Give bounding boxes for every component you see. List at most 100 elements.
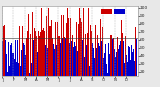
Bar: [86, 45, 87, 76]
Bar: [132, 52, 133, 76]
Bar: [84, 57, 85, 76]
Bar: [29, 73, 30, 76]
Bar: [5, 40, 6, 76]
Bar: [102, 27, 103, 76]
Bar: [104, 53, 105, 76]
Bar: [115, 57, 116, 76]
Bar: [123, 41, 124, 76]
Bar: [20, 66, 21, 76]
Bar: [11, 43, 12, 76]
Bar: [136, 39, 137, 76]
Bar: [56, 45, 57, 76]
Bar: [95, 25, 96, 76]
Bar: [58, 36, 59, 76]
Bar: [9, 66, 10, 76]
Bar: [15, 40, 16, 76]
Bar: [63, 15, 64, 76]
Bar: [14, 59, 15, 76]
Bar: [117, 38, 118, 76]
Bar: [12, 53, 13, 76]
Bar: [127, 58, 128, 76]
Bar: [105, 44, 106, 76]
Bar: [121, 20, 122, 76]
Bar: [50, 26, 51, 76]
Bar: [83, 9, 84, 76]
Bar: [43, 28, 44, 76]
Bar: [82, 36, 83, 76]
Bar: [23, 43, 24, 76]
Bar: [107, 73, 108, 76]
Bar: [22, 26, 23, 76]
Bar: [71, 29, 72, 76]
Bar: [57, 22, 58, 76]
Bar: [96, 23, 97, 76]
Bar: [10, 45, 11, 76]
Bar: [100, 64, 101, 76]
Bar: [90, 25, 91, 76]
Bar: [48, 9, 49, 76]
Bar: [47, 9, 48, 76]
Bar: [65, 39, 66, 76]
Bar: [130, 60, 131, 76]
Bar: [55, 22, 56, 76]
Bar: [54, 9, 55, 76]
Bar: [38, 31, 39, 76]
Bar: [98, 43, 99, 76]
Bar: [6, 54, 7, 76]
Bar: [76, 22, 77, 76]
Bar: [35, 31, 36, 76]
Bar: [109, 54, 110, 76]
Bar: [73, 47, 74, 76]
Bar: [110, 35, 111, 76]
Bar: [134, 61, 135, 76]
Bar: [40, 32, 41, 76]
Bar: [59, 36, 60, 76]
Bar: [74, 42, 75, 76]
Bar: [31, 63, 32, 76]
Bar: [125, 36, 126, 76]
Bar: [89, 34, 90, 76]
Bar: [80, 18, 81, 76]
Bar: [111, 35, 112, 76]
Bar: [92, 43, 93, 76]
Bar: [42, 30, 43, 76]
Bar: [112, 39, 113, 76]
Bar: [120, 41, 121, 76]
FancyBboxPatch shape: [101, 9, 112, 14]
Bar: [37, 52, 38, 76]
Bar: [41, 9, 42, 76]
Bar: [28, 14, 29, 76]
Bar: [60, 43, 61, 76]
Bar: [75, 29, 76, 76]
Bar: [7, 72, 8, 76]
Bar: [8, 42, 9, 76]
Bar: [30, 34, 31, 76]
Bar: [45, 45, 46, 76]
Bar: [124, 49, 125, 76]
Bar: [34, 28, 35, 76]
Bar: [27, 31, 28, 76]
Bar: [88, 9, 89, 76]
Bar: [36, 36, 37, 76]
Bar: [67, 9, 68, 76]
Bar: [128, 46, 129, 76]
Bar: [99, 57, 100, 76]
Bar: [19, 48, 20, 76]
Bar: [133, 50, 134, 76]
Bar: [13, 53, 14, 76]
Bar: [68, 18, 69, 76]
Bar: [53, 44, 54, 76]
Bar: [72, 16, 73, 76]
Bar: [118, 49, 119, 76]
Bar: [62, 38, 63, 76]
Bar: [113, 38, 114, 76]
Bar: [78, 24, 79, 76]
Bar: [126, 55, 127, 76]
Bar: [2, 41, 3, 76]
Bar: [39, 36, 40, 76]
Bar: [70, 18, 71, 76]
Bar: [69, 43, 70, 76]
Bar: [3, 26, 4, 76]
Bar: [108, 43, 109, 76]
Bar: [18, 63, 19, 76]
